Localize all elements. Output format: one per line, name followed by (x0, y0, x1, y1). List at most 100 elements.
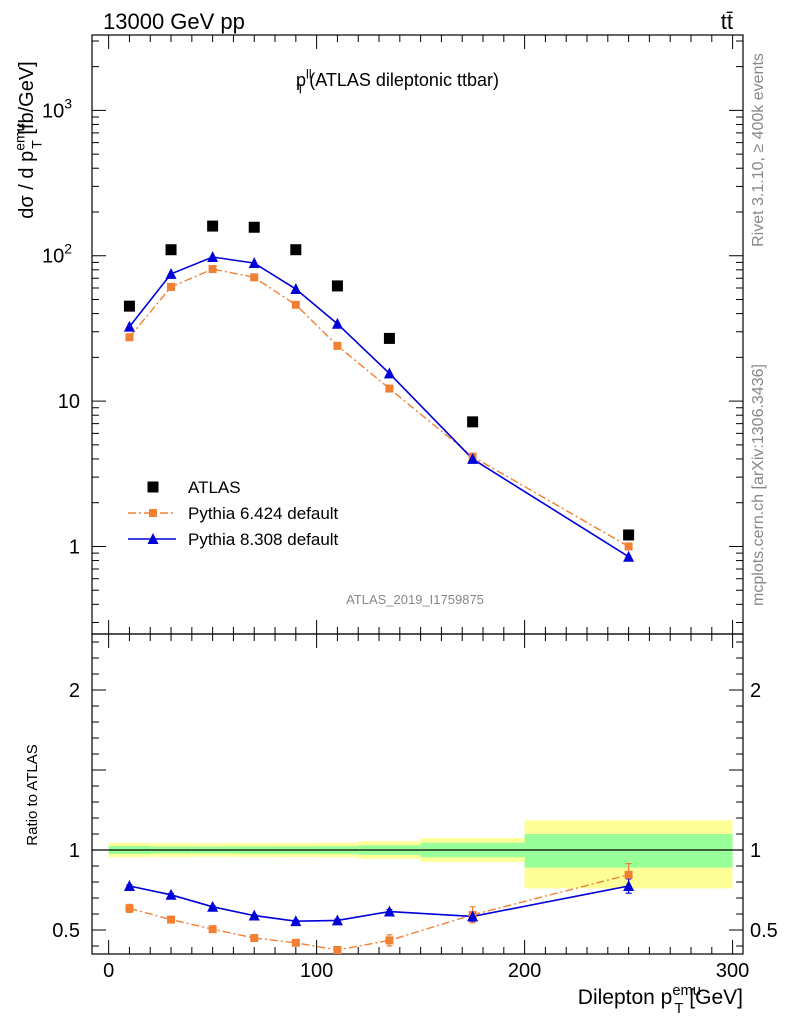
y-axis-label: dσ / d pemuT [fb/GeV] (12, 61, 45, 218)
y-tick-label-exp: 2 (64, 241, 72, 257)
atlas-point (123, 300, 135, 312)
x-axis-label-sub: T (674, 1001, 683, 1017)
ratio-y-tick-label-right: 0.5 (750, 920, 778, 942)
ratio-y-tick-label: 2 (69, 680, 80, 702)
y-tick-label-exp: 3 (64, 95, 72, 111)
y-tick-label-base: 10 (58, 391, 80, 413)
ratio-pythia6-point (291, 938, 300, 947)
pythia8-point (467, 453, 479, 464)
rivet-version-label: Rivet 3.1.10, ≥ 400k events (750, 53, 767, 247)
ratio-pythia6-point (167, 915, 176, 924)
ratio-series-group (123, 862, 635, 954)
pythia6-point (333, 341, 342, 350)
legend: ATLAS Pythia 6.424 default Pythia 8.308 de… (128, 478, 339, 549)
y-tick-label-base: 1 (69, 536, 80, 558)
ratio-pythia8-point (290, 915, 302, 927)
pythia8-point (290, 283, 302, 295)
y-tick-label-base: 10 (42, 246, 64, 268)
plot-title: pll T (ATLAS dileptonic ttbar) (296, 67, 499, 96)
ratio-pythia6-point (385, 936, 394, 945)
x-axis-label: Dilepton pemu T [GeV] (578, 983, 743, 1017)
ratio-pythia6-point (208, 925, 217, 934)
pythia8-point (383, 367, 395, 379)
atlas-point (290, 244, 302, 256)
x-tick-label: 100 (300, 960, 333, 982)
x-axis-label-main: Dilepton p (578, 986, 673, 1009)
ratio-pythia6-point (333, 946, 342, 954)
ratio-pythia8-point (207, 900, 219, 912)
pythia8-point (165, 267, 177, 279)
pythia8-point (331, 317, 343, 329)
atlas-point (207, 220, 219, 232)
ratio-pythia8-point (165, 888, 177, 900)
ratio-y-tick-label: 1 (69, 840, 80, 862)
pythia8-point (123, 320, 135, 332)
x-tick-label: 300 (716, 960, 749, 982)
plot-title-main: p (296, 70, 306, 90)
pythia8-point (207, 251, 219, 262)
ratio-pythia8-line (129, 885, 629, 923)
y-axis-label-sub: T (29, 140, 45, 149)
x-axis-label-rest: [GeV] (683, 986, 743, 1009)
pythia6-point (250, 273, 259, 282)
ratio-pythia8-point (123, 880, 135, 891)
y-tick-label: 1 (69, 536, 80, 558)
legend-atlas-marker (147, 481, 159, 493)
pythia6-point (208, 265, 217, 274)
ratio-y-tick-label-right: 2 (750, 680, 761, 702)
legend-label: ATLAS (188, 478, 241, 497)
ratio-y-tick-label: 0.5 (52, 920, 80, 942)
ratio-pythia6-point (250, 934, 259, 942)
atlas-point (331, 280, 343, 292)
final-state-label: tt̄ (721, 9, 733, 34)
y-tick-label: 10 (58, 391, 80, 413)
ratio-pythia8-point (623, 880, 635, 891)
y-axis-label-rest: [fb/GeV] (16, 61, 38, 140)
process-label: 13000 GeV pp (103, 9, 245, 34)
ratio-band-inner (524, 834, 733, 868)
ratio-pythia8-point (383, 905, 395, 917)
y-axis-label-main: dσ / d p (16, 151, 38, 219)
ratio-pythia6-point (125, 904, 134, 913)
y-tick-label: 102 (42, 241, 72, 268)
pythia6-point (125, 333, 134, 342)
y-tick-label: 103 (42, 95, 72, 122)
legend-label: Pythia 8.308 default (188, 530, 339, 549)
analysis-id-label: ATLAS_2019_I1759875 (346, 592, 484, 607)
plot-title-rest: (ATLAS dileptonic ttbar) (304, 70, 499, 90)
atlas-point (467, 416, 479, 428)
legend-pythia6-marker (149, 509, 157, 517)
ratio-pythia8-point (467, 910, 479, 922)
x-axis-label-sup: emu (672, 983, 701, 999)
ratio-y-axis-label: Ratio to ATLAS (24, 744, 41, 845)
y-axis-label-sup: emu (12, 124, 28, 151)
plot-title-sub: T (297, 83, 305, 97)
pythia6-line (128, 268, 629, 548)
ratio-pythia8-point (331, 914, 343, 926)
mcplots-label: mcplots.cern.ch [arXiv:1306.3436] (750, 364, 767, 606)
ratio-frame (91, 633, 744, 955)
pythia8-point (248, 257, 260, 269)
x-tick-label: 0 (103, 960, 114, 982)
pythia6-point (167, 282, 176, 291)
ratio-y-tick-label-right: 1 (750, 840, 761, 862)
ratio-pythia8-point (248, 909, 260, 921)
pythia6-point (291, 300, 300, 309)
pythia6-point (624, 542, 633, 551)
plot-title-sup: ll (306, 67, 312, 81)
legend-pythia8-marker (147, 533, 159, 544)
atlas-point (165, 244, 177, 256)
atlas-point (623, 529, 635, 541)
legend-label: Pythia 6.424 default (188, 504, 339, 523)
atlas-point (248, 221, 260, 233)
atlas-point (383, 332, 395, 344)
ratio-pythia6-line (129, 874, 629, 951)
pythia8-point (623, 550, 635, 562)
main-series-group (123, 220, 635, 562)
y-tick-label-base: 10 (42, 100, 64, 122)
ratio-pythia6-point (624, 870, 633, 879)
